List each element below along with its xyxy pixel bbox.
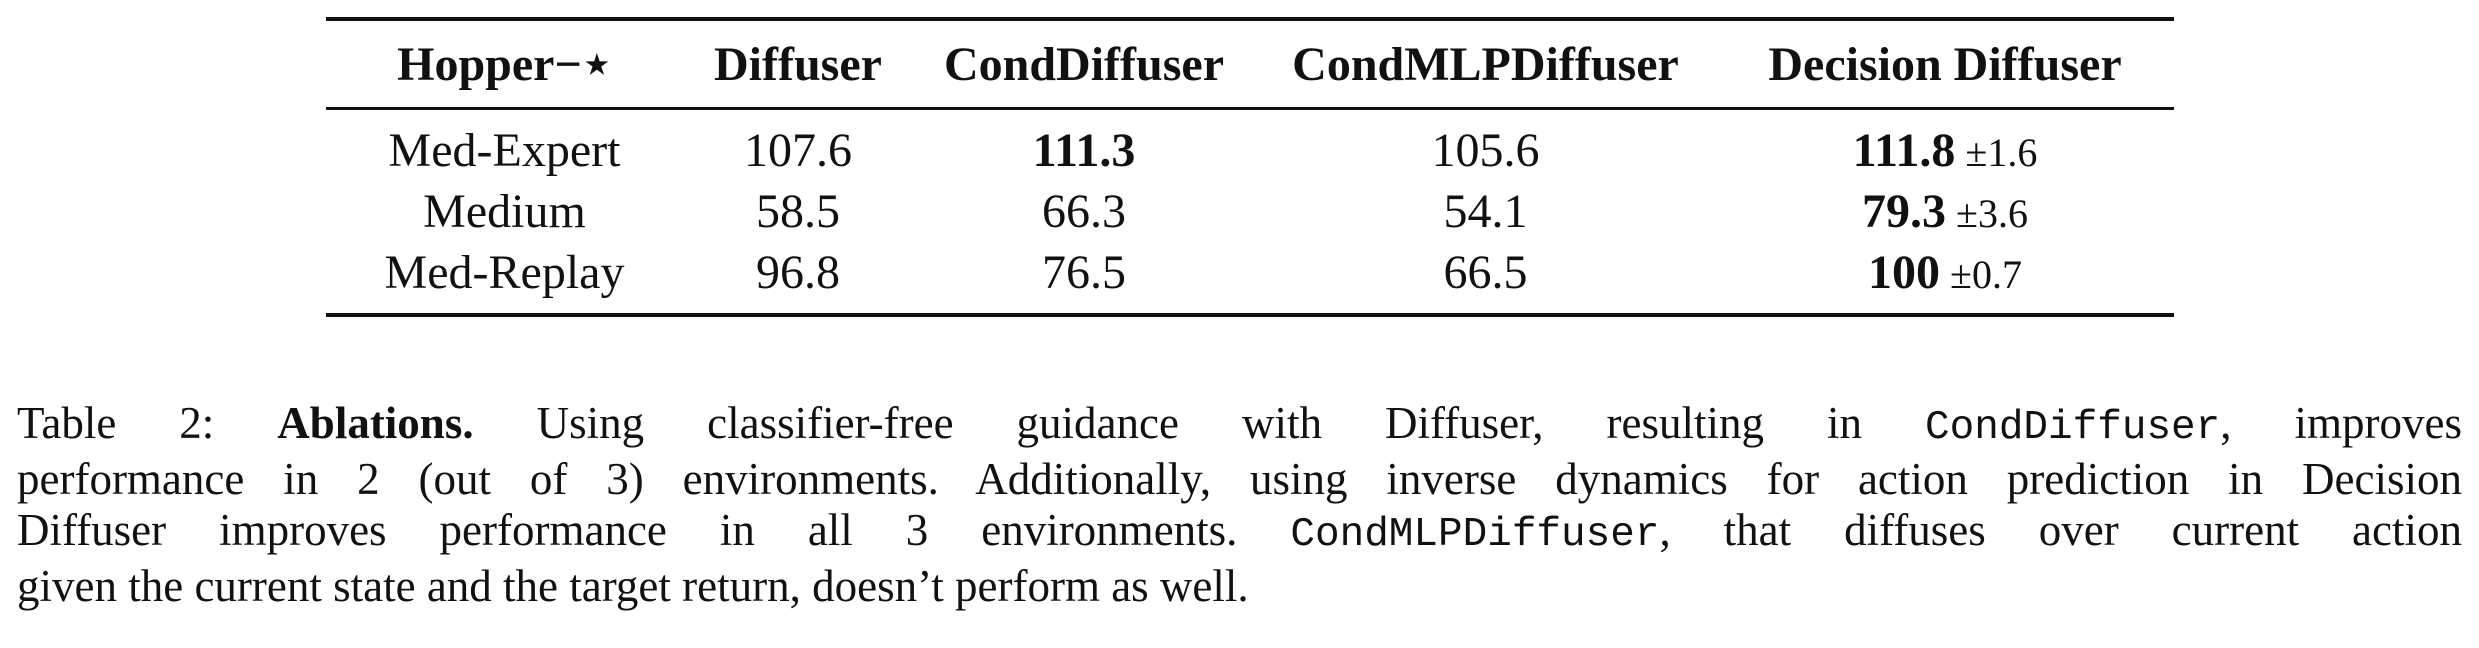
cell-value: 79.3 [1862,185,1947,238]
cell-value: 58.5 [756,185,840,238]
table-cell: 96.8 [683,242,913,315]
table-cell: Medium [326,181,683,242]
column-header: Decision Diffuser [1768,37,2122,91]
caption-text: Ablations. [277,398,474,448]
cell-value: 54.1 [1443,185,1528,238]
table-row: Med-Replay 96.8 76.5 66.5 100 ±0.7 [326,242,2174,315]
caption: Table 2: Ablations. Using classifier-fre… [17,398,2462,612]
results-table: Hopper−⋆ Diffuser CondDiffuser CondMLPDiffu… [326,17,2174,317]
cell-std: ±1.6 [1965,130,2038,175]
table-cell: 54.1 [1255,181,1716,242]
table-cell: 100 ±0.7 [1716,242,2174,315]
cell-value: 105.6 [1431,124,1540,177]
column-header: Hopper−⋆ [397,38,612,91]
table-cell: 58.5 [683,181,913,242]
table-cell: 79.3 ±3.6 [1716,181,2174,242]
cell-value: 76.5 [1042,246,1126,299]
caption-line: Table 2: Ablations. Using classifier-fre… [17,398,2462,454]
caption-text: Using classifier-free guidance with Diff… [473,398,1926,448]
caption-text: performance in 2 (out of 3) environments… [17,454,2462,504]
cell-value: 66.5 [1443,246,1528,299]
column-header: Diffuser [714,37,882,91]
cell-value: 66.3 [1042,185,1126,238]
table-cell: Med-Expert [326,109,683,182]
header-row: Hopper−⋆ Diffuser CondDiffuser CondMLPDiffu… [326,19,2174,109]
table-row: Med-Expert 107.6 111.3 105.6 111.8 ±1.6 [326,109,2174,182]
caption-text: CondMLPDiffuser [1290,512,1660,558]
table-cell: 66.3 [913,181,1255,242]
table-row: Medium 58.5 66.3 54.1 79.3 ±3.6 [326,181,2174,242]
column-header: CondDiffuser [943,37,1224,91]
cell-std: ±0.7 [1950,252,2022,297]
table-cell: 66.5 [1255,242,1716,315]
caption-text: Table 2: [17,398,278,448]
cell-value: 96.8 [756,246,840,299]
caption-text: Diffuser improves performance in all 3 e… [17,505,1291,555]
table-cell: 105.6 [1255,109,1716,182]
cell-std: ±3.6 [1956,191,2028,236]
caption-line: Diffuser improves performance in all 3 e… [17,505,2462,561]
table-cell: Med-Replay [326,242,683,315]
cell-value: Medium [423,185,586,238]
table-cell: 111.8 ±1.6 [1716,109,2174,182]
table-cell: 111.3 [913,109,1255,182]
caption-text: CondDiffuser [1925,405,2221,451]
cell-value: Med-Expert [388,124,621,177]
cell-value: 107.6 [744,124,852,177]
cell-value: 111.3 [1032,124,1136,177]
table-body: Med-Expert 107.6 111.3 105.6 111.8 ±1.6 Medium… [326,109,2174,315]
cell-value: Med-Replay [384,246,625,299]
caption-text: given the current state and the target r… [17,561,1249,611]
column-header: CondMLPDiffuser [1292,37,1679,91]
table-cell: 107.6 [683,109,913,182]
caption-line: performance in 2 (out of 3) environments… [17,454,2462,505]
caption-text: , improves [2220,398,2462,448]
cell-value: 100 [1868,246,1941,299]
cell-value: 111.8 [1852,124,1956,177]
table-cell: 76.5 [913,242,1255,315]
caption-line: given the current state and the target r… [17,561,2462,612]
caption-text: , that diffuses over current action [1659,505,2462,555]
